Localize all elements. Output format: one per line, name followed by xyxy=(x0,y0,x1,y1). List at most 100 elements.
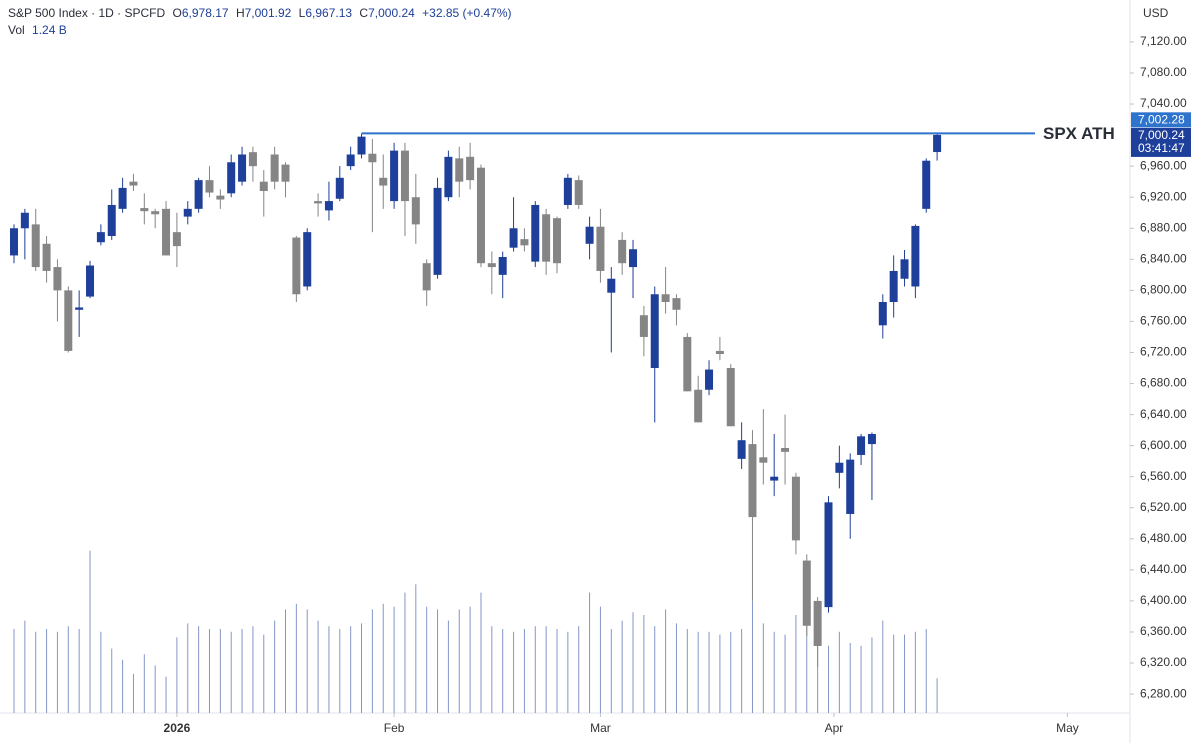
candle-body xyxy=(118,187,127,209)
candle-body xyxy=(422,263,431,291)
candle-body xyxy=(151,211,160,215)
y-tick-label: 6,720.00 xyxy=(1140,345,1187,359)
y-tick-label: 6,400.00 xyxy=(1140,593,1187,607)
legend-row: S&P 500 Index · 1D · SPCFD O6,978.17 H7,… xyxy=(8,6,512,20)
candle-body xyxy=(281,164,290,182)
ohlc-key: C xyxy=(359,6,368,20)
candle-body xyxy=(314,201,323,204)
candle-body xyxy=(129,181,138,186)
volume-row: Vol 1.24 B xyxy=(8,23,67,37)
candle-body xyxy=(824,502,833,608)
currency: USD xyxy=(1143,6,1169,20)
y-tick-label: 6,840.00 xyxy=(1140,251,1187,265)
candle-body xyxy=(661,294,670,303)
candle-body xyxy=(259,181,268,191)
y-tick-label: 6,520.00 xyxy=(1140,500,1187,514)
candle-body xyxy=(390,150,399,202)
y-tick-label: 6,880.00 xyxy=(1140,220,1187,234)
candle-body xyxy=(509,228,518,248)
candle-body xyxy=(770,476,779,481)
candle-body xyxy=(639,315,648,337)
candle-body xyxy=(911,225,920,287)
change: +32.85 (+0.47%) xyxy=(422,6,511,20)
ohlc-value: 6,967.13 xyxy=(305,6,352,20)
x-tick-label: Mar xyxy=(590,721,611,735)
candle-body xyxy=(205,180,214,193)
ohlc-value: 7,001.92 xyxy=(245,6,292,20)
candle-body xyxy=(172,232,181,247)
candle-body xyxy=(292,237,301,295)
ohlc-value: 6,978.17 xyxy=(182,6,229,20)
candle-body xyxy=(933,134,942,153)
candle-body xyxy=(781,447,790,452)
candle-body xyxy=(216,195,225,200)
ohlc-key: L xyxy=(299,6,306,20)
candle-body xyxy=(31,224,40,268)
candle-body xyxy=(791,476,800,541)
y-tick-label: 6,280.00 xyxy=(1140,686,1187,700)
candle-body xyxy=(650,294,659,369)
candle-body xyxy=(737,440,746,459)
countdown-label: 03:41:47 xyxy=(1138,141,1185,155)
candle-body xyxy=(303,232,312,287)
x-tick-label: 2026 xyxy=(164,721,191,735)
y-tick-label: 6,680.00 xyxy=(1140,376,1187,390)
y-tick-label: 6,440.00 xyxy=(1140,562,1187,576)
candle-body xyxy=(618,239,627,264)
y-tick-label: 7,040.00 xyxy=(1140,96,1187,110)
y-tick-label: 6,360.00 xyxy=(1140,624,1187,638)
candle-body xyxy=(574,180,583,205)
candle-body xyxy=(476,167,485,264)
candle-body xyxy=(596,226,605,271)
candle-body xyxy=(922,160,931,209)
y-tick-label: 6,320.00 xyxy=(1140,655,1187,669)
x-tick-label: Apr xyxy=(825,721,844,735)
candle-body xyxy=(563,177,572,205)
y-tick-label: 6,920.00 xyxy=(1140,189,1187,203)
candle-body xyxy=(867,433,876,445)
candle-body xyxy=(813,600,822,646)
candle-body xyxy=(140,208,149,212)
candle-body xyxy=(379,177,388,186)
last-price-box xyxy=(1131,127,1191,157)
candle-body xyxy=(335,177,344,199)
candle-body xyxy=(238,154,247,182)
x-tick-label: Feb xyxy=(384,721,405,735)
candle-body xyxy=(64,290,73,351)
candle-body xyxy=(433,187,442,275)
candle-body xyxy=(835,462,844,473)
candle-body xyxy=(520,239,529,246)
candle-body xyxy=(53,267,62,291)
candle-body xyxy=(802,560,811,626)
candle-body xyxy=(107,204,116,237)
candle-body xyxy=(324,201,333,211)
candle-body xyxy=(748,444,757,518)
candle-body xyxy=(487,263,496,268)
y-tick-label: 6,600.00 xyxy=(1140,438,1187,452)
candle-body xyxy=(466,156,475,181)
candle-body xyxy=(672,298,681,310)
candle-body xyxy=(889,270,898,303)
candle-body xyxy=(900,259,909,279)
candle-body xyxy=(96,232,105,243)
candle-body xyxy=(726,368,735,427)
candle-body xyxy=(846,459,855,514)
candle-body xyxy=(346,154,355,167)
candle-body xyxy=(227,162,236,194)
candle-body xyxy=(857,436,866,455)
candle-body xyxy=(162,208,171,256)
candle-body xyxy=(878,302,887,326)
candle-body xyxy=(444,156,453,198)
candle-body xyxy=(683,336,692,392)
candle-body xyxy=(357,136,366,155)
candle-body xyxy=(368,153,377,163)
candle-body xyxy=(411,197,420,225)
y-tick-label: 6,960.00 xyxy=(1140,158,1187,172)
candle-body xyxy=(194,180,203,209)
volume-key: Vol xyxy=(8,23,25,37)
candle-body xyxy=(607,278,616,293)
candle-body xyxy=(270,154,279,182)
candle-body xyxy=(455,158,464,182)
y-tick-label: 6,480.00 xyxy=(1140,531,1187,545)
